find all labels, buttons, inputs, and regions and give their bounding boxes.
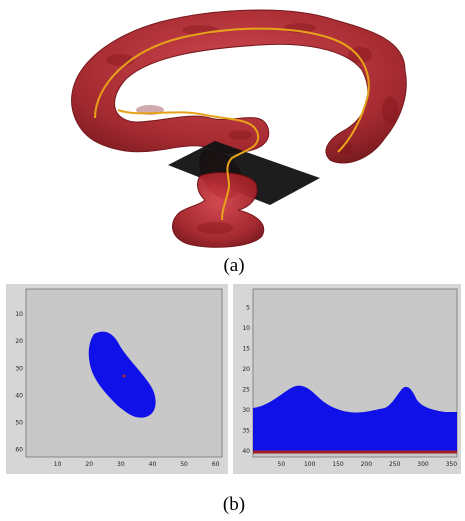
tick-label: 20	[15, 338, 23, 345]
caption-a: (a)	[223, 255, 245, 276]
colon-lower-segment	[172, 172, 265, 248]
tick-label: 30	[117, 461, 125, 468]
tick-label: 250	[389, 461, 401, 468]
tick-label: 15	[242, 345, 250, 352]
tick-label: 60	[212, 461, 220, 468]
colon-3d-rendering	[71, 9, 407, 248]
tick-label: 50	[278, 461, 286, 468]
x-axis-ticks: 50 100 150 200 250 300 350	[278, 461, 458, 468]
center-point	[122, 374, 126, 378]
colon-body	[71, 9, 407, 164]
tick-label: 20	[242, 366, 250, 373]
y-axis-ticks: 10 20 30 40 50 60	[15, 311, 23, 453]
tick-label: 10	[54, 461, 62, 468]
cross-section-panel: 10 20 30 40 50 60 10 20 30 40 50 60	[6, 284, 228, 474]
tick-label: 5	[246, 304, 250, 311]
tick-label: 35	[242, 427, 250, 434]
tick-label: 30	[15, 365, 23, 372]
tick-label: 40	[149, 461, 157, 468]
tick-label: 200	[361, 461, 373, 468]
cross-section-plot: 10 20 30 40 50 60 10 20 30 40 50 60	[15, 288, 223, 468]
tick-label: 50	[180, 461, 188, 468]
tick-label: 30	[242, 407, 250, 414]
tick-label: 60	[15, 447, 23, 454]
profile-plot: 50 100 150 200 250 300 350 5 10 15 20 25 30 35 40	[242, 288, 458, 468]
tick-label: 150	[332, 461, 344, 468]
y-axis-ticks: 5 10 15 20 25 30 35 40	[242, 304, 250, 454]
tick-label: 10	[15, 311, 23, 318]
x-axis-ticks: 10 20 30 40 50 60	[54, 461, 220, 468]
lumen-mask	[88, 331, 156, 418]
tick-label: 25	[242, 386, 250, 393]
tick-label: 20	[85, 461, 93, 468]
profile-mask	[253, 385, 457, 452]
centerline	[94, 27, 370, 221]
tick-label: 40	[242, 448, 250, 455]
tick-label: 10	[242, 325, 250, 332]
tick-label: 40	[15, 392, 23, 399]
tick-label: 50	[15, 419, 23, 426]
caption-b: (b)	[222, 494, 246, 515]
tick-label: 100	[304, 461, 316, 468]
tick-label: 300	[417, 461, 429, 468]
cutting-plane	[168, 141, 320, 205]
profile-panel: 50 100 150 200 250 300 350 5 10 15 20 25 30 35 40	[233, 284, 461, 474]
tick-label: 350	[446, 461, 458, 468]
